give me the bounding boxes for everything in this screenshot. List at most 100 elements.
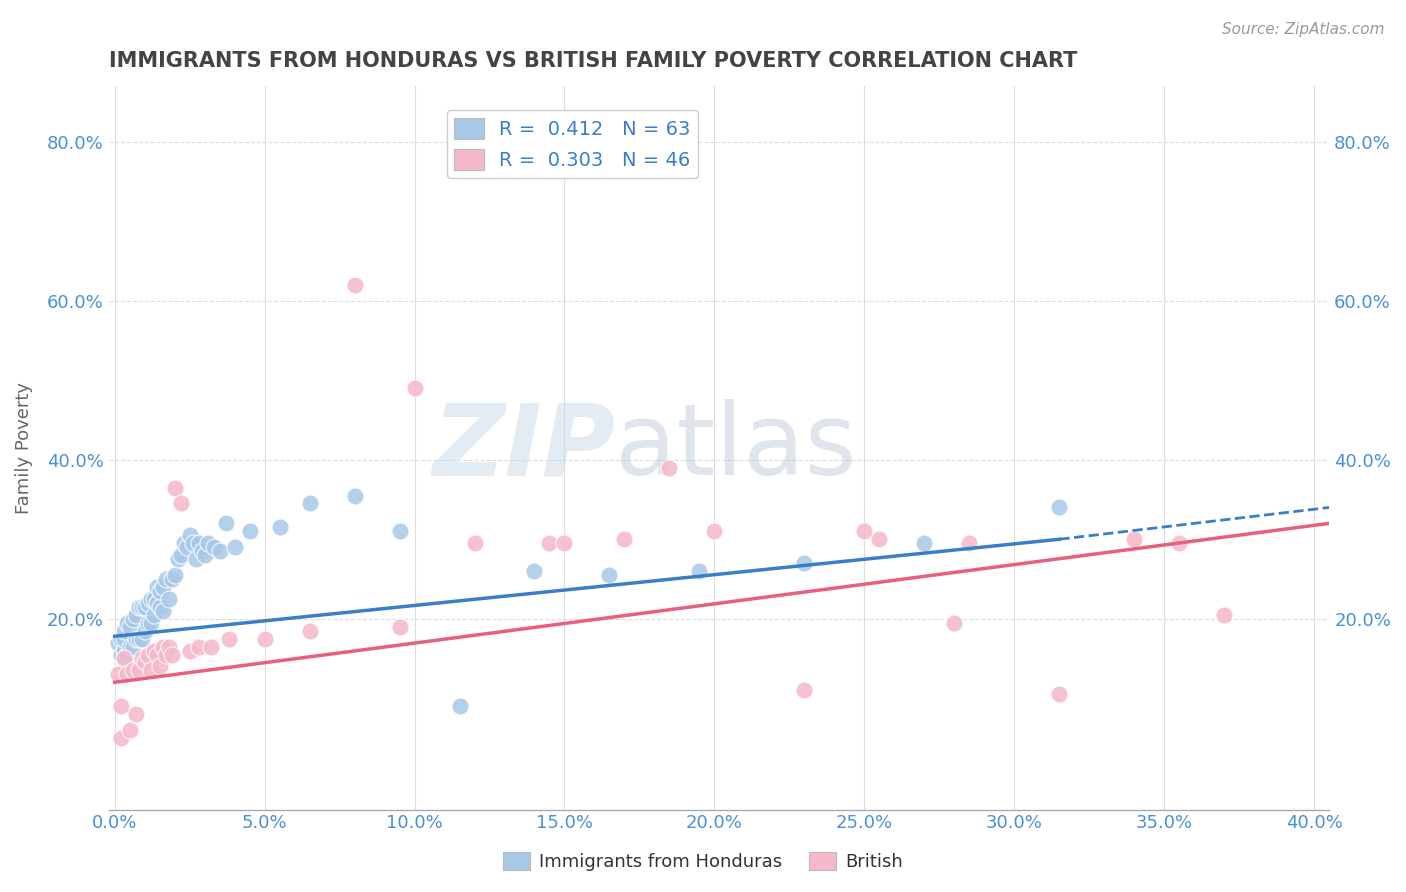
Point xyxy=(118,620,141,634)
Point xyxy=(110,699,132,714)
Point xyxy=(115,615,138,630)
Point xyxy=(139,591,162,606)
Point xyxy=(157,640,180,654)
Legend: Immigrants from Honduras, British: Immigrants from Honduras, British xyxy=(496,845,910,879)
Point xyxy=(107,667,129,681)
Point xyxy=(112,632,135,646)
Point xyxy=(152,640,174,654)
Point xyxy=(121,640,143,654)
Point xyxy=(152,604,174,618)
Point xyxy=(269,520,291,534)
Point xyxy=(793,683,815,698)
Point xyxy=(166,552,188,566)
Point xyxy=(1213,607,1236,622)
Point xyxy=(121,612,143,626)
Point xyxy=(115,667,138,681)
Point xyxy=(218,632,240,646)
Point xyxy=(110,648,132,662)
Point xyxy=(139,615,162,630)
Point xyxy=(239,524,262,539)
Point xyxy=(145,648,167,662)
Point xyxy=(224,540,246,554)
Text: IMMIGRANTS FROM HONDURAS VS BRITISH FAMILY POVERTY CORRELATION CHART: IMMIGRANTS FROM HONDURAS VS BRITISH FAMI… xyxy=(108,51,1077,70)
Point xyxy=(598,568,620,582)
Point xyxy=(190,544,212,558)
Point xyxy=(121,664,143,678)
Point xyxy=(107,635,129,649)
Point xyxy=(112,651,135,665)
Point xyxy=(157,591,180,606)
Point xyxy=(118,640,141,654)
Point xyxy=(155,572,177,586)
Point xyxy=(404,381,426,395)
Point xyxy=(343,277,366,292)
Point xyxy=(184,552,207,566)
Point xyxy=(145,596,167,610)
Point xyxy=(202,540,225,554)
Point xyxy=(163,568,186,582)
Point xyxy=(793,556,815,570)
Point xyxy=(179,528,201,542)
Point xyxy=(187,640,209,654)
Point xyxy=(449,699,471,714)
Point xyxy=(703,524,725,539)
Point xyxy=(142,591,165,606)
Point xyxy=(1168,536,1191,550)
Point xyxy=(142,607,165,622)
Point xyxy=(343,489,366,503)
Point xyxy=(1047,687,1070,701)
Point xyxy=(149,599,172,614)
Point xyxy=(131,651,153,665)
Point xyxy=(187,536,209,550)
Point xyxy=(1123,533,1146,547)
Point xyxy=(128,599,150,614)
Point xyxy=(128,632,150,646)
Point xyxy=(1047,500,1070,515)
Point xyxy=(200,640,222,654)
Point xyxy=(128,664,150,678)
Point xyxy=(112,643,135,657)
Point xyxy=(179,643,201,657)
Text: ZIP: ZIP xyxy=(432,400,616,496)
Text: Source: ZipAtlas.com: Source: ZipAtlas.com xyxy=(1222,22,1385,37)
Point xyxy=(145,580,167,594)
Point xyxy=(149,659,172,673)
Point xyxy=(523,564,546,578)
Point xyxy=(538,536,561,550)
Point xyxy=(134,599,156,614)
Point xyxy=(131,599,153,614)
Point xyxy=(110,632,132,646)
Point xyxy=(912,536,935,550)
Point xyxy=(214,516,236,531)
Point xyxy=(136,648,159,662)
Point xyxy=(169,548,191,562)
Point xyxy=(136,596,159,610)
Point xyxy=(118,723,141,737)
Point xyxy=(110,731,132,745)
Point xyxy=(124,632,146,646)
Point xyxy=(957,536,980,550)
Point xyxy=(613,533,636,547)
Point xyxy=(173,536,195,550)
Point xyxy=(124,607,146,622)
Point xyxy=(124,707,146,722)
Point xyxy=(463,536,485,550)
Point xyxy=(388,620,411,634)
Point xyxy=(160,572,183,586)
Point xyxy=(688,564,710,578)
Point xyxy=(853,524,876,539)
Point xyxy=(134,624,156,638)
Point xyxy=(163,481,186,495)
Point xyxy=(149,583,172,598)
Legend: R =  0.412   N = 63, R =  0.303   N = 46: R = 0.412 N = 63, R = 0.303 N = 46 xyxy=(447,111,699,178)
Y-axis label: Family Poverty: Family Poverty xyxy=(15,382,32,514)
Point xyxy=(181,536,204,550)
Point xyxy=(155,648,177,662)
Point xyxy=(136,615,159,630)
Point xyxy=(943,615,966,630)
Point xyxy=(115,648,138,662)
Point xyxy=(169,496,191,510)
Point xyxy=(388,524,411,539)
Point xyxy=(658,460,681,475)
Point xyxy=(197,536,219,550)
